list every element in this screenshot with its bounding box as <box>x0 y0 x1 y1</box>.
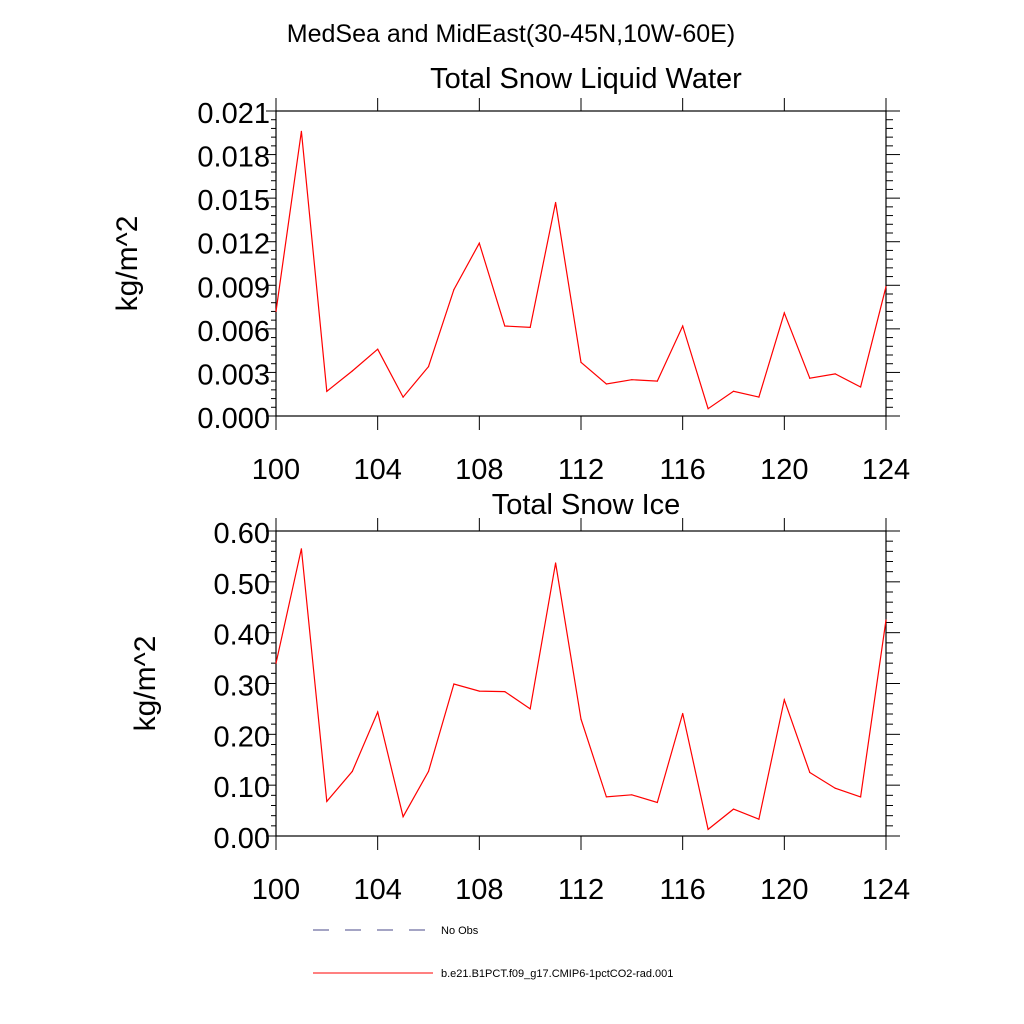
data-point <box>504 325 506 327</box>
data-point <box>809 377 811 379</box>
data-point <box>554 201 557 204</box>
y-axis-label: kg/m^2 <box>129 636 162 732</box>
data-point <box>631 794 633 796</box>
data-point <box>885 286 887 288</box>
data-point <box>580 361 582 363</box>
data-point <box>783 699 785 701</box>
data-point <box>682 325 684 327</box>
y-tick-label: 0.50 <box>214 569 270 601</box>
data-point <box>758 818 760 820</box>
data-point <box>529 708 531 710</box>
x-tick-label: 112 <box>558 874 604 906</box>
y-tick-label: 0.003 <box>197 359 270 391</box>
y-axis-label: kg/m^2 <box>111 216 144 312</box>
y-tick-label: 0.30 <box>214 671 270 703</box>
data-point <box>478 690 480 692</box>
panel-title: Total Snow Liquid Water <box>430 63 742 95</box>
data-point <box>834 787 836 789</box>
data-point <box>300 548 303 550</box>
data-point <box>885 619 887 621</box>
panel-title: Total Snow Ice <box>492 489 681 521</box>
x-tick-label: 104 <box>353 874 401 906</box>
data-point <box>732 808 735 810</box>
data-point <box>758 396 760 398</box>
plot-frame <box>275 110 887 417</box>
data-point <box>631 379 633 381</box>
data-point <box>707 828 709 830</box>
data-point <box>707 408 709 410</box>
data-point <box>427 366 430 368</box>
data-point <box>605 383 608 385</box>
data-point <box>377 348 379 350</box>
data-point <box>682 712 684 715</box>
x-tick-label: 108 <box>455 454 503 486</box>
data-point <box>300 130 303 132</box>
x-tick-label: 108 <box>455 874 503 906</box>
data-point <box>809 771 811 774</box>
plots: Total Snow Liquid Water kg/m^2 0.000 0.003 0… <box>111 63 910 906</box>
data-point <box>275 310 277 313</box>
data-point <box>326 390 328 392</box>
series-line-1 <box>275 131 887 410</box>
data-point <box>732 390 735 392</box>
y-tick-label: 0.20 <box>214 721 270 753</box>
legend-label-2: b.e21.B1PCT.f09_g17.CMIP6-1pctCO2-rad.00… <box>441 968 673 980</box>
data-point <box>504 691 506 693</box>
plot-frame <box>275 530 887 837</box>
data-point <box>453 683 455 685</box>
x-tick-label: 116 <box>660 454 706 486</box>
x-tick-label: 120 <box>760 874 808 906</box>
data-point <box>529 326 531 329</box>
data-point <box>834 373 836 375</box>
data-point <box>402 396 404 398</box>
data-point <box>859 796 862 798</box>
data-point <box>351 370 353 372</box>
panel-1: Total Snow Liquid Water kg/m^2 0.000 0.003 0… <box>111 63 910 486</box>
x-tick-label: 116 <box>660 874 706 906</box>
y-tick-label: 0.012 <box>197 229 270 261</box>
data-point <box>656 380 658 382</box>
y-tick-label: 0.009 <box>197 272 270 304</box>
y-tick-label: 0.40 <box>214 620 270 652</box>
data-point <box>377 711 379 713</box>
y-tick-label: 0.021 <box>197 98 270 130</box>
panel-2: Total Snow Ice kg/m^2 0.00 0.10 0.20 0.30 0.40… <box>129 489 910 906</box>
data-point <box>351 770 353 773</box>
data-point <box>656 801 658 804</box>
legend: No Obs b.e21.B1PCT.f09_g17.CMIP6-1pctCO2-… <box>313 925 673 980</box>
figure-title: MedSea and MidEast(30-45N,10W-60E) <box>287 20 735 48</box>
data-point <box>554 562 557 564</box>
data-point <box>326 800 328 803</box>
y-tick-label: 0.006 <box>197 316 270 348</box>
data-point <box>453 289 455 291</box>
y-tick-label: 0.10 <box>214 772 270 804</box>
y-tick-label: 0.018 <box>197 142 270 174</box>
x-tick-label: 104 <box>353 454 401 486</box>
x-tick-label: 100 <box>252 454 300 486</box>
y-tick-label: 0.60 <box>214 518 270 550</box>
y-tick-label: 0.000 <box>197 403 270 435</box>
legend-label-1: No Obs <box>441 925 479 937</box>
x-tick-label: 112 <box>558 454 604 486</box>
data-point <box>275 662 277 664</box>
data-point <box>478 242 480 244</box>
data-point <box>783 312 785 314</box>
x-tick-label: 120 <box>760 454 808 486</box>
data-point <box>427 770 430 773</box>
data-point <box>402 816 404 818</box>
data-point <box>605 796 608 798</box>
data-point <box>580 718 582 720</box>
x-tick-label: 100 <box>252 874 300 906</box>
series-line-1 <box>275 548 887 831</box>
x-tick-label: 124 <box>862 874 910 906</box>
x-tick-label: 124 <box>862 454 910 486</box>
y-tick-label: 0.00 <box>214 823 270 855</box>
data-point <box>859 386 862 388</box>
y-tick-label: 0.015 <box>197 185 270 217</box>
